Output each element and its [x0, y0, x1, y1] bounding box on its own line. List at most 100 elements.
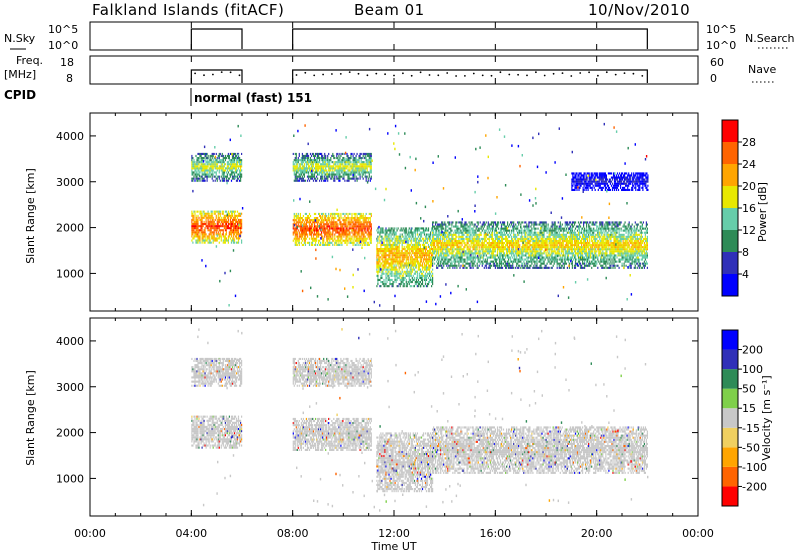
- heatmap-cell: [210, 237, 212, 240]
- heatmap-cell: [444, 262, 446, 265]
- heatmap-cell: [298, 177, 300, 180]
- heatmap-cell: [224, 241, 226, 244]
- heatmap-cell: [479, 221, 481, 224]
- heatmap-cell: [406, 243, 408, 246]
- heatmap-cell: [383, 285, 385, 288]
- heatmap-cell: [198, 235, 200, 238]
- heatmap-cell: [474, 231, 476, 234]
- heatmap-cell: [455, 258, 457, 261]
- heatmap-cell: [346, 225, 348, 228]
- heatmap-cell: [224, 216, 226, 219]
- heatmap-cell: [376, 274, 378, 277]
- heatmap-cell: [358, 223, 360, 226]
- heatmap-cell: [402, 239, 404, 242]
- heatmap-cell: [312, 165, 315, 168]
- heatmap-cell: [295, 212, 297, 215]
- heatmap-cell: [219, 179, 221, 182]
- heatmap-cell: [210, 154, 212, 157]
- heatmap-cell: [235, 235, 238, 238]
- heatmap-cell: [356, 235, 358, 238]
- heatmap-cell: [191, 210, 193, 213]
- heatmap-cell: [425, 260, 428, 263]
- heatmap-cell: [310, 225, 313, 228]
- heatmap-cell: [306, 227, 309, 230]
- nave-dot: [632, 72, 635, 75]
- heatmap-cell: [430, 278, 432, 281]
- heatmap-cell: [345, 227, 347, 230]
- heatmap-cell: [381, 262, 383, 265]
- heatmap-cell: [403, 231, 405, 234]
- heatmap-cell: [451, 254, 453, 257]
- heatmap-cell: [453, 256, 455, 259]
- heatmap-cell: [195, 229, 197, 232]
- heatmap-cell: [425, 285, 428, 288]
- heatmap-cell: [492, 225, 494, 228]
- heatmap-cell: [477, 266, 479, 269]
- heatmap-cell: [399, 272, 401, 275]
- heatmap-cell: [218, 227, 220, 230]
- heatmap-cell: [227, 225, 229, 228]
- heatmap-cell: [363, 161, 365, 164]
- heatmap-cell: [347, 217, 349, 220]
- heatmap-cell: [367, 221, 369, 224]
- heatmap-cell: [334, 233, 336, 236]
- heatmap-cell: [430, 250, 432, 253]
- heatmap-cell: [360, 239, 362, 242]
- heatmap-cell: [388, 274, 390, 277]
- heatmap-cell: [213, 212, 215, 215]
- heatmap-cell: [481, 229, 483, 232]
- heatmap-cell: [453, 254, 455, 257]
- heatmap-cell: [194, 173, 196, 176]
- heatmap-cell: [418, 266, 420, 269]
- heatmap-cell: [360, 233, 362, 236]
- heatmap-cell: [466, 229, 468, 232]
- heatmap-cell: [336, 177, 338, 180]
- heatmap-cell: [302, 233, 304, 236]
- heatmap-cell: [311, 177, 314, 180]
- heatmap-cell: [210, 212, 212, 215]
- heatmap-cell: [436, 237, 438, 240]
- heatmap-cell: [440, 254, 442, 257]
- heatmap-cell: [481, 264, 483, 267]
- heatmap-cell: [385, 260, 387, 263]
- nsky-tick-top: 10^5: [48, 23, 78, 36]
- heatmap-cell: [196, 235, 198, 238]
- heatmap-cell: [379, 241, 381, 244]
- heatmap-cell: [490, 250, 492, 253]
- heatmap-cell: [376, 252, 378, 255]
- heatmap-cell: [230, 165, 233, 168]
- heatmap-cell: [401, 264, 403, 267]
- heatmap-cell: [436, 233, 438, 236]
- heatmap-cell: [386, 254, 388, 257]
- heatmap-cell: [488, 237, 490, 240]
- heatmap-cell: [358, 159, 360, 162]
- heatmap-cell: [304, 179, 306, 182]
- heatmap-cell: [305, 221, 307, 224]
- heatmap-cell: [218, 216, 220, 219]
- heatmap-cell: [483, 237, 485, 240]
- heatmap-cell: [421, 268, 424, 271]
- heatmap-cell: [364, 157, 366, 160]
- heatmap-cell: [404, 264, 406, 267]
- heatmap-cell: [488, 242, 490, 245]
- heatmap-cell: [451, 260, 453, 263]
- heatmap-cell: [341, 233, 343, 236]
- heatmap-cell: [221, 225, 223, 228]
- heatmap-cell: [311, 225, 314, 228]
- heatmap-cell: [443, 237, 445, 240]
- heatmap-cell: [369, 179, 371, 182]
- heatmap-cell: [324, 229, 326, 232]
- heatmap-cell: [472, 258, 474, 261]
- heatmap-cell: [201, 233, 203, 236]
- heatmap-cell: [380, 250, 382, 253]
- heatmap-cell: [239, 165, 241, 168]
- heatmap-cell: [481, 225, 483, 228]
- heatmap-cell: [429, 233, 431, 236]
- heatmap-cell: [325, 229, 327, 232]
- heatmap-cell: [359, 175, 361, 178]
- heatmap-cell: [213, 157, 215, 160]
- heatmap-cell: [211, 225, 213, 228]
- heatmap-cell: [464, 227, 466, 230]
- heatmap-cell: [310, 241, 313, 244]
- heatmap-cell: [346, 165, 348, 168]
